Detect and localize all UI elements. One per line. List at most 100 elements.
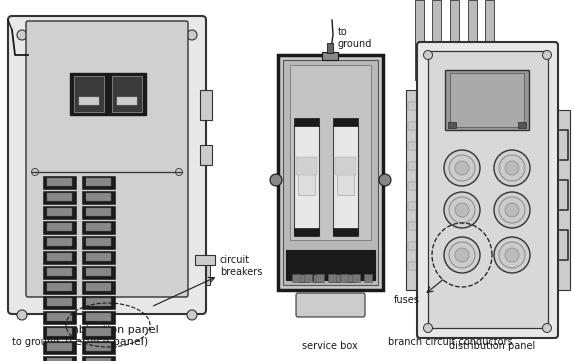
FancyBboxPatch shape — [8, 16, 206, 314]
Bar — [43, 221, 76, 234]
Circle shape — [499, 197, 525, 223]
Text: distribution panel: distribution panel — [449, 341, 535, 351]
Bar — [408, 122, 422, 130]
Bar — [82, 251, 115, 264]
Bar — [43, 176, 76, 189]
Bar — [47, 298, 72, 306]
Bar — [468, 0, 477, 80]
Circle shape — [187, 30, 197, 40]
Bar — [283, 60, 378, 285]
Bar — [554, 110, 570, 290]
Circle shape — [505, 248, 519, 262]
Circle shape — [444, 150, 480, 186]
Bar — [294, 228, 319, 236]
Bar — [47, 283, 72, 291]
Bar — [82, 176, 115, 189]
Bar — [47, 343, 72, 351]
Bar — [47, 313, 72, 321]
Bar — [86, 253, 111, 261]
Circle shape — [270, 174, 282, 186]
Bar — [408, 262, 422, 270]
Circle shape — [379, 174, 391, 186]
Bar — [112, 76, 142, 112]
Circle shape — [187, 310, 197, 320]
Text: to ground: to ground — [12, 337, 59, 347]
Bar — [70, 73, 146, 115]
Bar — [43, 326, 76, 339]
Circle shape — [424, 51, 432, 60]
Bar — [86, 298, 111, 306]
Bar — [82, 356, 115, 361]
Circle shape — [449, 197, 475, 223]
Bar — [47, 208, 72, 216]
Bar — [86, 343, 111, 351]
Bar — [43, 251, 76, 264]
Bar — [43, 341, 76, 354]
Bar — [86, 178, 111, 186]
Circle shape — [499, 242, 525, 268]
Bar — [43, 266, 76, 279]
Bar — [335, 157, 356, 175]
Bar — [43, 191, 76, 204]
Bar — [352, 274, 360, 282]
Bar — [485, 0, 494, 80]
Bar — [86, 223, 111, 231]
Bar — [333, 228, 358, 236]
Text: service box: service box — [302, 341, 358, 351]
Bar — [408, 162, 422, 170]
Bar — [316, 274, 324, 282]
Circle shape — [494, 150, 530, 186]
Bar — [82, 296, 115, 309]
Circle shape — [17, 30, 27, 40]
Bar — [82, 206, 115, 219]
Text: branch circuit conductors: branch circuit conductors — [387, 337, 513, 347]
Bar — [304, 274, 312, 282]
Text: combination panel
(service panel): combination panel (service panel) — [55, 325, 159, 347]
Circle shape — [444, 192, 480, 228]
Circle shape — [494, 192, 530, 228]
Bar — [408, 182, 422, 190]
Bar — [86, 328, 111, 336]
Bar — [408, 242, 422, 250]
Bar — [86, 283, 111, 291]
Bar — [450, 0, 459, 80]
Bar — [408, 202, 422, 210]
Bar — [406, 90, 424, 290]
Bar — [296, 157, 317, 175]
Circle shape — [505, 161, 519, 175]
Bar — [86, 313, 111, 321]
Bar — [345, 274, 355, 282]
Bar — [82, 221, 115, 234]
Bar — [47, 253, 72, 261]
Bar — [117, 97, 137, 105]
Bar — [47, 358, 72, 361]
Bar — [43, 356, 76, 361]
Bar — [432, 0, 441, 80]
Bar — [448, 122, 456, 128]
Bar — [86, 208, 111, 216]
Bar — [43, 206, 76, 219]
FancyBboxPatch shape — [429, 52, 549, 329]
Bar — [47, 238, 72, 246]
Bar — [292, 274, 300, 282]
Circle shape — [505, 203, 519, 217]
Text: fuses: fuses — [394, 295, 420, 305]
Circle shape — [455, 161, 469, 175]
Bar — [82, 311, 115, 324]
Bar — [364, 274, 372, 282]
Bar — [86, 358, 111, 361]
Bar — [450, 73, 524, 127]
Bar — [290, 65, 371, 240]
Bar — [340, 274, 348, 282]
Bar — [333, 125, 358, 235]
Bar — [82, 326, 115, 339]
Circle shape — [176, 169, 183, 175]
Bar — [200, 145, 212, 165]
Bar — [86, 268, 111, 276]
FancyBboxPatch shape — [417, 42, 558, 338]
Circle shape — [424, 323, 432, 332]
Bar — [47, 178, 72, 186]
Bar — [330, 274, 340, 282]
Bar — [86, 238, 111, 246]
Bar — [298, 274, 308, 282]
